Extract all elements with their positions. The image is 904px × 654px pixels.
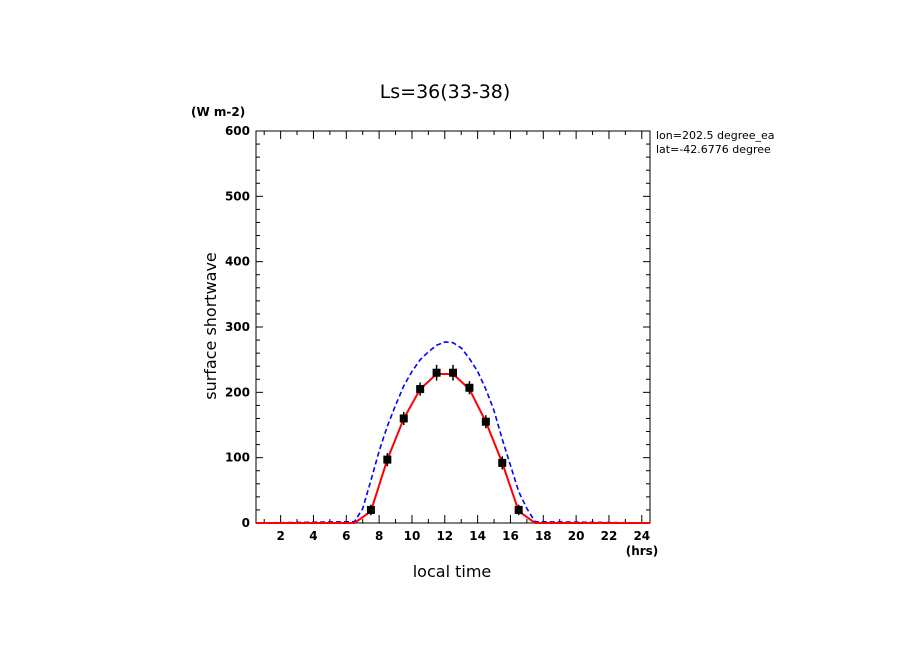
x-tick-label: 16 xyxy=(502,529,519,543)
data-point-marker xyxy=(465,383,474,392)
data-point-marker xyxy=(399,414,408,423)
annotation-lat: lat=-42.6776 degree xyxy=(656,143,771,156)
y-tick-label: 400 xyxy=(225,255,250,269)
x-tick-label: 18 xyxy=(535,529,552,543)
plot-frame xyxy=(255,130,651,524)
data-point-marker xyxy=(432,368,441,377)
data-point-marker xyxy=(416,385,425,394)
x-tick-label: 2 xyxy=(276,529,284,543)
data-point-marker xyxy=(498,458,507,467)
x-tick-label: 10 xyxy=(404,529,421,543)
x-tick-label: 14 xyxy=(469,529,486,543)
x-tick-label: 24 xyxy=(633,529,650,543)
annotation-lon: lon=202.5 degree_ea xyxy=(656,129,775,142)
x-tick-label: 20 xyxy=(568,529,585,543)
y-tick-label: 0 xyxy=(242,516,250,530)
x-tick-label: 6 xyxy=(342,529,350,543)
y-tick-label: 500 xyxy=(225,189,250,203)
data-point-marker xyxy=(383,455,392,464)
x-tick-label: 12 xyxy=(436,529,453,543)
series-line-solid xyxy=(256,373,650,524)
x-units-label: (hrs) xyxy=(626,544,659,558)
series-line-dashed xyxy=(255,341,651,524)
y-tick-label: 100 xyxy=(225,451,250,465)
series-layer xyxy=(255,341,651,524)
data-point-marker xyxy=(514,505,523,514)
x-tick-label: 4 xyxy=(309,529,317,543)
y-tick-label: 300 xyxy=(225,320,250,334)
data-point-marker xyxy=(481,417,490,426)
data-point-marker xyxy=(366,505,375,514)
x-tick-label: 22 xyxy=(601,529,618,543)
y-axis-label: surface shortwave xyxy=(201,252,220,400)
x-tick-label: 8 xyxy=(375,529,383,543)
x-axis-label: local time xyxy=(413,562,492,581)
y-tick-label: 600 xyxy=(225,124,250,138)
y-units-label: (W m-2) xyxy=(191,105,245,119)
data-point-marker xyxy=(449,368,457,377)
chart-title: Ls=36(33-38) xyxy=(380,81,511,103)
y-tick-label: 200 xyxy=(225,385,250,399)
